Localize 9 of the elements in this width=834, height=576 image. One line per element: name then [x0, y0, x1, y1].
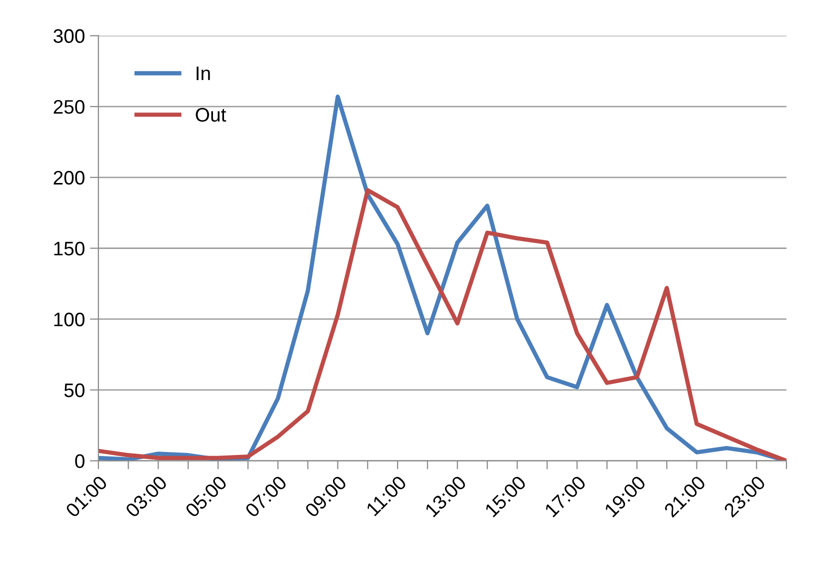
y-tick-label: 0	[75, 454, 84, 468]
y-tick-label: 200	[54, 170, 84, 185]
legend-label: Out	[196, 108, 226, 122]
y-tick-label: 250	[54, 100, 84, 114]
y-tick-label: 100	[54, 312, 84, 326]
legend-label: In	[196, 66, 210, 80]
y-tick-label: 50	[64, 383, 84, 398]
y-tick-label: 150	[54, 242, 84, 256]
y-tick-label: 300	[54, 29, 84, 43]
